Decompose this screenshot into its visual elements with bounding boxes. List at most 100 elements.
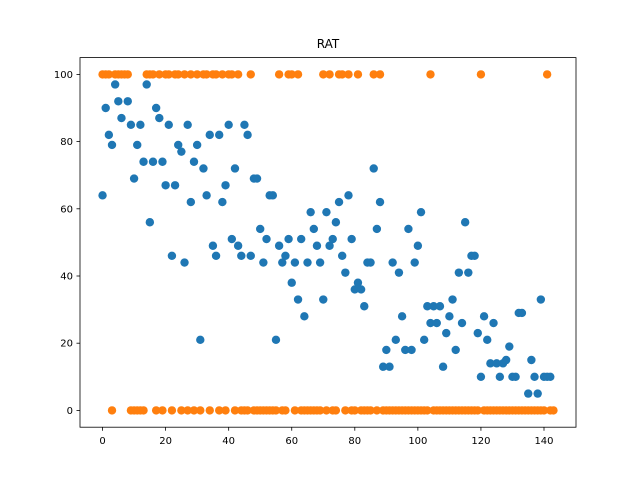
data-point xyxy=(174,140,183,150)
data-point xyxy=(337,70,347,79)
data-point xyxy=(183,120,192,129)
data-point xyxy=(527,355,536,365)
data-point xyxy=(158,157,167,166)
y-tick-label: 20 xyxy=(60,339,73,350)
data-point xyxy=(151,103,161,113)
data-point xyxy=(391,335,400,345)
data-point xyxy=(151,406,161,415)
chart-title: RAT xyxy=(317,37,340,51)
data-point xyxy=(331,406,341,415)
data-point xyxy=(174,70,183,79)
data-point xyxy=(164,70,173,79)
data-point xyxy=(366,406,375,415)
data-point xyxy=(259,258,268,267)
y-tick-label: 100 xyxy=(54,70,73,81)
data-point xyxy=(136,120,145,129)
data-point xyxy=(243,406,252,415)
data-point xyxy=(539,406,549,415)
y-axis: 0 20 40 60 80 100 xyxy=(54,70,80,417)
data-point xyxy=(315,406,325,415)
data-point xyxy=(252,174,262,183)
data-point xyxy=(218,197,227,207)
data-point xyxy=(104,130,114,140)
data-point xyxy=(180,70,189,79)
data-point xyxy=(325,70,334,79)
series-0 xyxy=(98,80,555,398)
data-point xyxy=(221,181,230,190)
data-point xyxy=(123,70,132,79)
data-point xyxy=(416,207,426,217)
data-point xyxy=(133,140,142,150)
data-point xyxy=(378,362,388,371)
data-point xyxy=(410,258,419,267)
data-point xyxy=(483,335,492,345)
data-point xyxy=(426,318,435,328)
data-point xyxy=(382,345,391,355)
data-point xyxy=(350,406,360,415)
data-point xyxy=(360,302,369,311)
data-point xyxy=(419,335,429,345)
data-point xyxy=(237,251,246,261)
data-point xyxy=(110,80,120,89)
y-tick-label: 0 xyxy=(67,406,73,417)
data-point xyxy=(530,372,539,381)
data-point xyxy=(511,372,520,381)
data-point xyxy=(107,140,117,150)
data-point xyxy=(476,372,486,381)
x-tick-label: 140 xyxy=(534,436,553,447)
data-point xyxy=(476,70,486,79)
data-point xyxy=(413,241,423,250)
data-point xyxy=(148,70,158,79)
data-point xyxy=(224,120,233,129)
data-point xyxy=(123,97,132,106)
data-point xyxy=(290,406,300,415)
data-point xyxy=(164,120,173,129)
data-point xyxy=(268,191,278,200)
data-point xyxy=(470,251,479,261)
data-point xyxy=(356,285,366,294)
data-point xyxy=(148,157,158,166)
data-point xyxy=(281,406,290,415)
data-point xyxy=(460,218,470,227)
x-tick-label: 100 xyxy=(408,436,427,447)
data-point xyxy=(274,70,284,79)
data-point xyxy=(281,251,290,261)
data-point xyxy=(117,113,126,123)
data-point xyxy=(495,372,505,381)
data-point xyxy=(366,258,375,267)
data-point xyxy=(473,328,482,338)
data-point xyxy=(517,308,527,318)
data-point xyxy=(322,406,331,415)
data-point xyxy=(274,241,284,250)
data-point xyxy=(114,97,123,106)
data-point xyxy=(211,70,221,79)
data-point xyxy=(464,268,473,277)
data-point xyxy=(205,130,214,140)
data-point xyxy=(315,258,325,267)
data-point xyxy=(215,130,224,140)
data-point xyxy=(369,164,378,173)
data-point xyxy=(233,241,243,250)
data-point xyxy=(101,103,110,113)
data-point xyxy=(218,70,227,79)
data-point xyxy=(107,406,117,415)
data-point xyxy=(344,70,353,79)
data-point xyxy=(227,234,237,244)
data-point xyxy=(542,70,552,79)
data-point xyxy=(486,359,495,368)
x-tick-label: 60 xyxy=(285,436,298,447)
data-point xyxy=(170,181,180,190)
data-point xyxy=(546,372,555,381)
x-axis: 0 20 40 60 80 100 120 140 xyxy=(99,427,554,447)
data-point xyxy=(230,406,240,415)
data-point xyxy=(341,406,350,415)
data-point xyxy=(196,406,205,415)
x-tick-label: 20 xyxy=(159,436,172,447)
data-point xyxy=(397,312,407,321)
data-point xyxy=(278,258,287,267)
data-point xyxy=(347,234,356,244)
data-point xyxy=(233,70,243,79)
data-point xyxy=(331,218,341,227)
data-point xyxy=(177,406,186,415)
